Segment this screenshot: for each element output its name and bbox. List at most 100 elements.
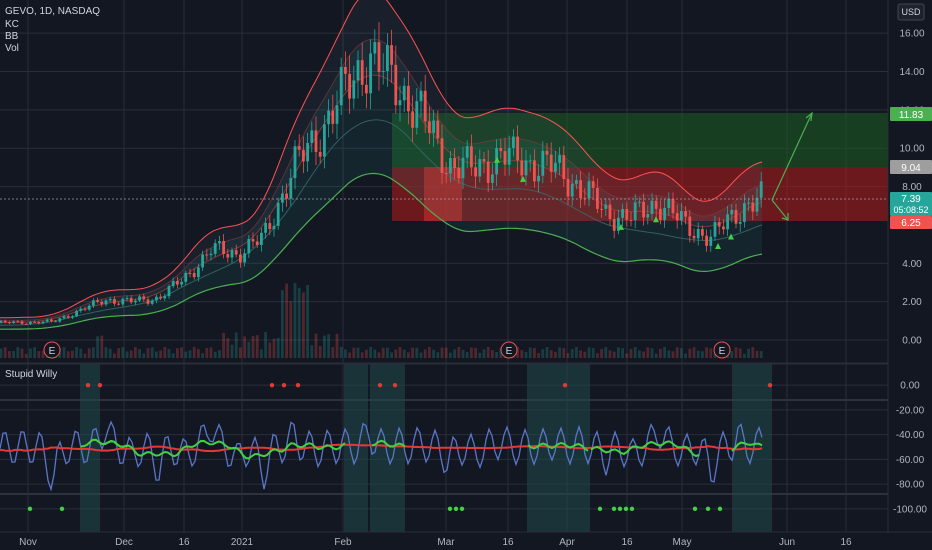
volume-bar <box>415 347 419 358</box>
candle-body <box>96 300 99 302</box>
earnings-marker[interactable]: E <box>500 341 518 359</box>
profit-zone <box>392 113 888 167</box>
projection-arrows[interactable] <box>771 111 813 221</box>
volume-bar <box>243 336 246 358</box>
earnings-label: E <box>506 346 513 357</box>
candle-body <box>167 286 171 297</box>
bollinger-lower-line <box>0 172 763 330</box>
stupid-willy-tick-label: 0.00 <box>900 381 920 392</box>
candle-body <box>226 253 230 258</box>
candle-body <box>722 226 725 230</box>
volume-bar <box>692 347 696 358</box>
down-arrow-line <box>771 199 789 221</box>
overbought-dot <box>97 382 103 388</box>
candle-body <box>659 208 662 220</box>
candle-body <box>192 272 196 278</box>
candle-body <box>293 146 297 179</box>
candle-body <box>688 216 692 236</box>
target-tag-bg <box>890 107 932 121</box>
volume-bar <box>612 351 616 358</box>
candle-body <box>255 241 259 245</box>
candle-body <box>646 214 650 218</box>
time-tick-label: May <box>673 537 692 548</box>
candle-body <box>444 172 448 174</box>
volume-bar <box>486 347 490 358</box>
lower-pane-title[interactable]: Stupid Willy <box>5 369 57 380</box>
price-tick-label: 16.00 <box>899 29 924 40</box>
volume-bar <box>184 351 188 358</box>
candle-body <box>650 200 654 215</box>
price-tick-label: 2.00 <box>902 297 922 308</box>
volume-bar <box>33 347 36 358</box>
candle-body <box>449 157 452 174</box>
volume-bar <box>297 287 301 358</box>
volume-bar <box>176 348 179 358</box>
candle-body <box>188 272 192 274</box>
overbought-dot <box>392 382 398 388</box>
candle-body <box>129 298 133 303</box>
earnings-marker[interactable]: E <box>43 341 61 359</box>
candle-body <box>604 204 608 209</box>
signal-triangle <box>618 223 624 230</box>
volume-bar <box>545 347 549 358</box>
volume-bar <box>66 351 70 358</box>
price-tick-label: 10.00 <box>899 144 924 155</box>
earnings-marker[interactable]: E <box>713 341 731 359</box>
candle-body <box>138 296 141 301</box>
indicator-label-bb[interactable]: BB <box>5 31 19 42</box>
volume-bar <box>402 349 406 358</box>
candle-body <box>79 308 83 311</box>
oversold-dot <box>705 506 711 512</box>
volume-bar <box>276 337 280 358</box>
volume-bar <box>680 348 683 358</box>
candle-body <box>558 155 561 163</box>
volume-bar <box>163 347 167 358</box>
volume-bar <box>155 351 158 358</box>
candle-body <box>117 303 120 305</box>
volume-bar <box>159 350 162 358</box>
candle-body <box>386 45 389 71</box>
candle-body <box>554 162 557 172</box>
currency-button[interactable]: USD <box>897 3 925 21</box>
candle-body <box>3 320 7 323</box>
volume-bar <box>491 349 494 358</box>
indicator-label-vol[interactable]: Vol <box>5 43 19 54</box>
indicator-label-kc[interactable]: KC <box>5 19 19 30</box>
candle-body <box>596 187 599 209</box>
volume-bar <box>407 352 410 358</box>
signal-zones <box>80 364 772 532</box>
volume-bar <box>549 350 553 358</box>
volume-bar <box>621 348 624 358</box>
bollinger-band-fill <box>0 39 762 330</box>
volume-bar <box>444 347 448 358</box>
candle-body <box>92 300 95 306</box>
candle-body <box>562 155 566 179</box>
volume-bar <box>150 347 154 358</box>
candle-body <box>150 300 154 304</box>
price-axis <box>888 0 932 532</box>
candle-body <box>113 298 116 304</box>
volume-bar <box>751 347 755 358</box>
symbol-title[interactable]: GEVO, 1D, NASDAQ <box>5 6 100 17</box>
volume-bar <box>453 349 456 358</box>
volume-bar <box>734 347 738 358</box>
oversold-dot <box>611 506 617 512</box>
volume-bar <box>360 352 364 358</box>
volume-bar <box>12 350 15 358</box>
candle-body <box>499 148 503 152</box>
volume-bar <box>423 349 427 358</box>
volume-bar <box>646 347 650 358</box>
candle-body <box>289 178 293 199</box>
volume-bar <box>142 353 146 358</box>
volume-bar <box>117 348 120 358</box>
volume-bar <box>638 350 641 358</box>
candle-body <box>163 296 167 299</box>
volume-bar <box>562 348 566 358</box>
candle-body <box>146 299 150 304</box>
earnings-circle <box>713 341 731 359</box>
candle-body <box>545 150 549 155</box>
volume-bar <box>428 347 431 358</box>
candle-body <box>465 146 469 158</box>
signal-zone <box>344 364 368 532</box>
